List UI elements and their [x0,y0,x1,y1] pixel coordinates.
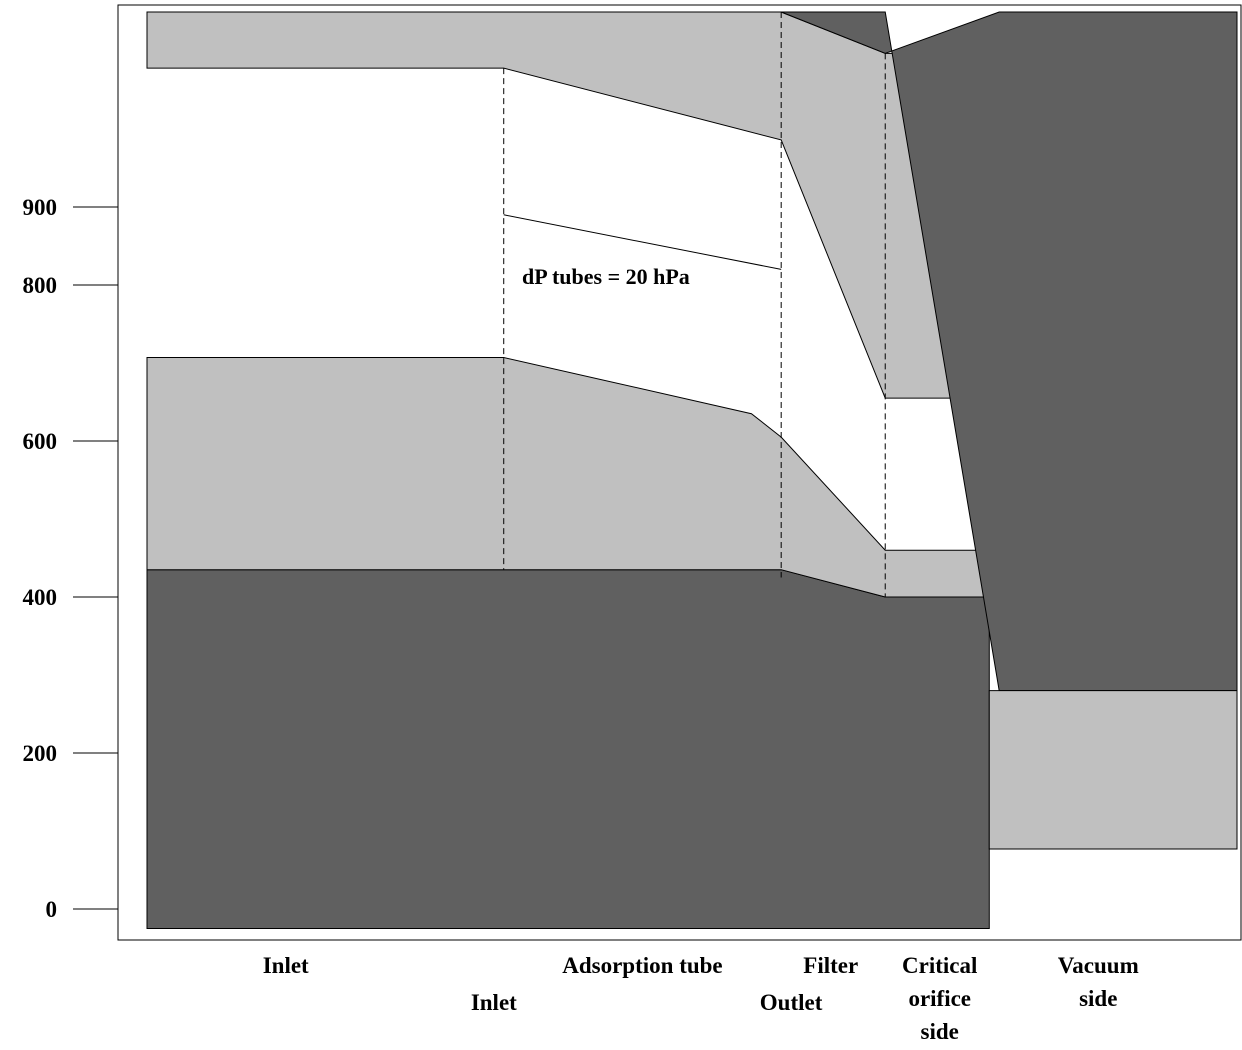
chart-areas [146,11,1238,929]
section-label-1: Inlet [263,953,309,978]
annotation-line [503,214,782,270]
section-label-5: Filter [803,953,858,978]
section-label-3: Adsorption tube [562,953,722,978]
section-label-6-line-3: side [921,1019,959,1044]
y-axis: 0 200 400 600 800 900 [23,195,118,922]
section-labels: Inlet Inlet Adsorption tube Outlet Filter Cri… [263,953,1139,1044]
area-band-3 [146,11,990,399]
section-label-7-line-1: Vacuum [1058,953,1139,978]
y-tick-label-900: 900 [23,195,58,220]
area-band-1 [146,569,990,929]
area-band-5 [988,690,1238,850]
plot-frame [117,4,1242,941]
area-band-4 [780,11,1238,692]
y-tick-label-200: 200 [23,741,58,766]
section-label-2: Inlet [471,990,517,1015]
y-tick-label-400: 400 [23,585,58,610]
section-label-4: Outlet [760,990,823,1015]
section-label-7: Vacuum side [1058,953,1139,1011]
section-label-6-line-2: orifice [908,986,971,1011]
section-guides [503,12,886,597]
area-band-2 [146,357,990,598]
y-tick-label-800: 800 [23,273,58,298]
section-label-7-line-2: side [1079,986,1117,1011]
y-tick-label-600: 600 [23,429,58,454]
annotation-label: dP tubes = 20 hPa [522,264,690,289]
section-label-6: Critical orifice side [902,953,977,1044]
y-tick-label-0: 0 [46,897,58,922]
section-label-6-line-1: Critical [902,953,977,978]
annotation-group: dP tubes = 20 hPa [503,214,782,289]
